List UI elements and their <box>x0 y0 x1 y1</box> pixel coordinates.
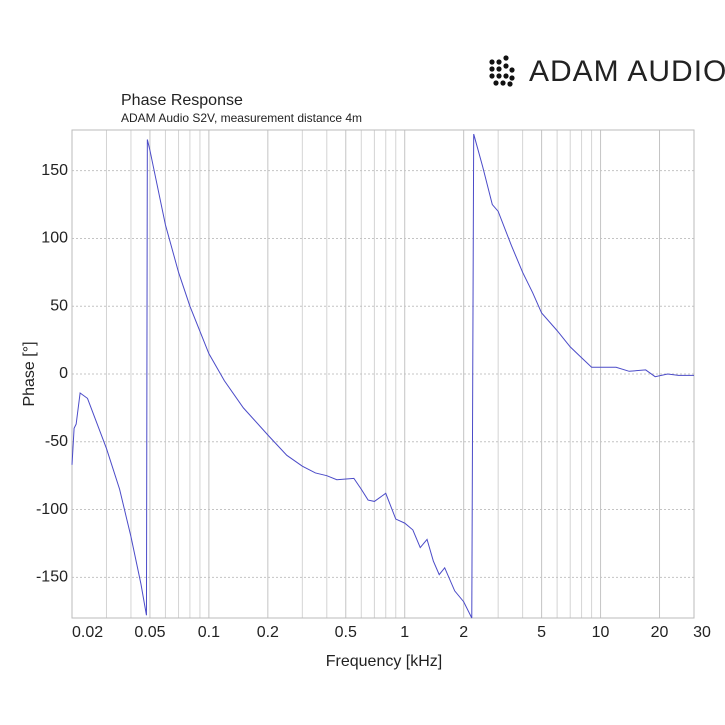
x-tick-label: 0.1 <box>198 624 220 641</box>
x-tick-label: 0.05 <box>134 624 165 641</box>
y-tick-label: 0 <box>59 365 68 382</box>
x-axis-label: Frequency [kHz] <box>326 653 442 670</box>
plot-frame <box>71 129 695 619</box>
brand: ADAM AUDIO <box>529 55 725 88</box>
y-tick-label: 150 <box>41 162 68 179</box>
x-tick-label: 2 <box>459 624 468 641</box>
x-tick-label: 0.2 <box>257 624 279 641</box>
chart-subtitle: ADAM Audio S2V, measurement distance 4m <box>121 111 362 125</box>
brand-logo-icon <box>489 55 515 87</box>
y-tick-label: -100 <box>36 501 68 518</box>
data-line <box>71 133 694 619</box>
x-tick-label: 1 <box>400 624 409 641</box>
y-tick-label: 50 <box>50 297 68 314</box>
x-tick-label: 30 <box>693 624 711 641</box>
x-tick-label: 10 <box>592 624 610 641</box>
x-tick-label: 0.5 <box>335 624 357 641</box>
x-tick-label: 0.02 <box>72 624 103 641</box>
y-tick-label: -150 <box>36 569 68 586</box>
y-tick-label: 100 <box>41 230 68 247</box>
y-tick-label: -50 <box>45 433 68 450</box>
chart-title: Phase Response <box>121 92 243 109</box>
x-tick-label: 20 <box>651 624 669 641</box>
x-tick-label: 5 <box>537 624 546 641</box>
y-axis-label: Phase [°] <box>21 341 38 406</box>
